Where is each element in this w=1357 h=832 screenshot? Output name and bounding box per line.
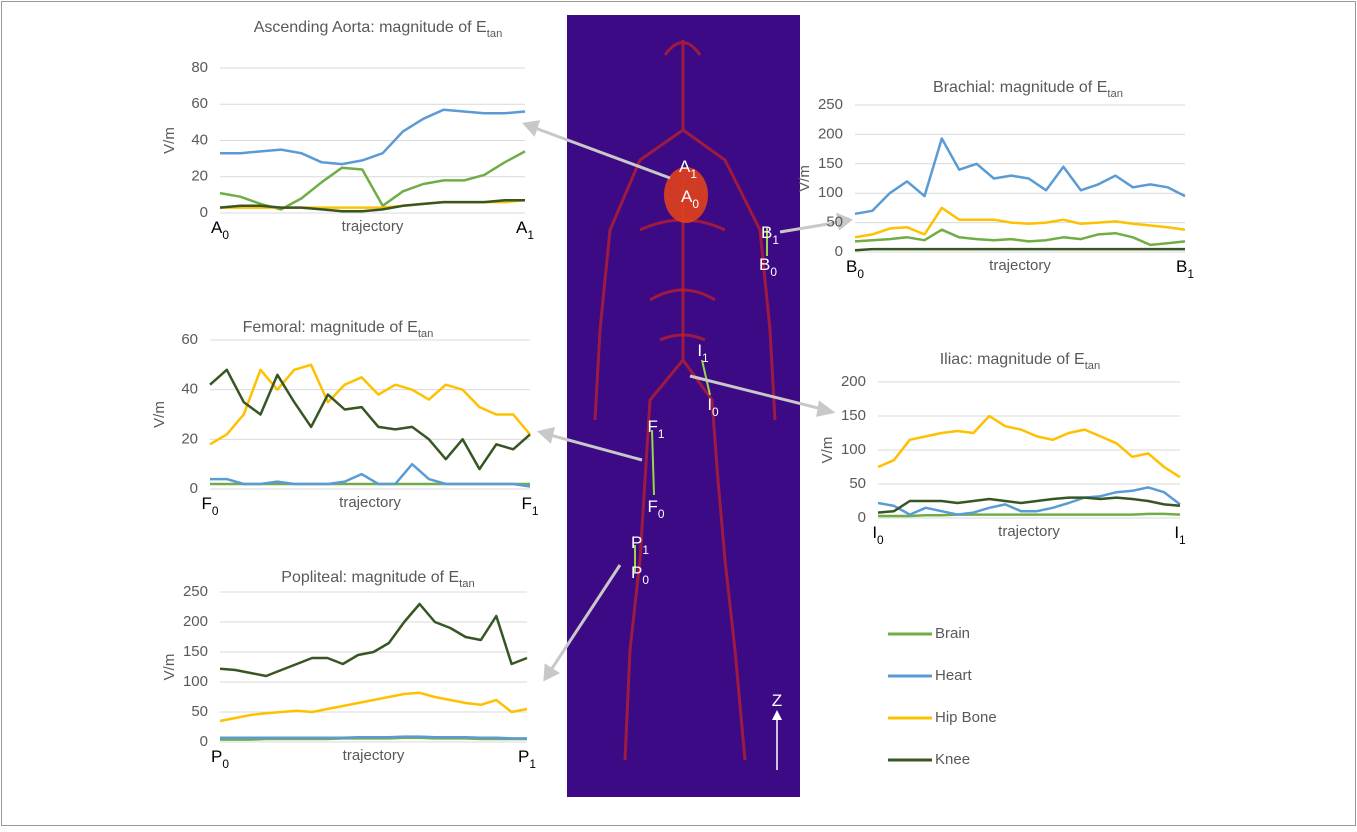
y-tick-label: 200 [818,125,843,142]
chart-title-main: Brachial: magnitude of E [933,79,1107,96]
x-end-label-main: A [516,218,528,237]
x-axis-label: trajectory [339,494,401,511]
chart-title-sub: tan [1085,360,1101,372]
y-tick-label: 80 [191,59,208,76]
chart-title-sub: tan [459,578,475,590]
x-end-label-main: B [846,257,857,276]
y-tick-label: 20 [181,430,198,447]
y-axis-label: V/m [161,127,178,154]
x-end-label-main: A [211,218,223,237]
y-tick-label: 100 [841,441,866,458]
image-label-main: A [681,187,693,206]
y-axis-label: V/m [819,437,836,464]
image-label-sub: 0 [712,405,719,419]
y-tick-label: 250 [818,96,843,113]
series-line [878,514,1180,516]
x-end-label-main: P [518,747,529,766]
x-end-label-sub: 1 [1179,533,1186,547]
chart-title-main: Iliac: magnitude of E [940,351,1085,368]
x-end-label-sub: 0 [857,267,864,281]
y-tick-label: 50 [849,475,866,492]
image-label-main: P [631,533,642,552]
image-label-sub: 0 [658,507,665,521]
x-end-label-main: B [1176,257,1187,276]
body-image [567,15,800,797]
y-axis-label: V/m [796,165,813,192]
image-label-main: F [647,497,657,516]
x-end-label-sub: 0 [222,757,229,771]
x-end-label-sub: 0 [222,228,229,242]
y-tick-label: 200 [183,613,208,630]
chart-title-main: Ascending Aorta: magnitude of E [254,19,487,36]
image-label-sub: 0 [642,573,649,587]
y-tick-label: 150 [183,643,208,660]
legend-label: Brain [935,625,970,642]
image-label-sub: 1 [702,351,709,365]
y-tick-label: 50 [826,214,843,231]
image-label-sub: 1 [690,167,697,181]
y-tick-label: 60 [181,331,198,348]
y-tick-label: 40 [181,381,198,398]
x-end-label-sub: 1 [527,228,534,242]
x-end-label-sub: 1 [1187,267,1194,281]
x-axis-label: trajectory [989,257,1051,274]
x-axis-label: trajectory [998,523,1060,540]
x-end-label-sub: 1 [532,504,539,518]
y-tick-label: 0 [200,733,208,750]
y-tick-label: 60 [191,95,208,112]
image-label-main: Z [772,691,782,710]
x-end-label-main: F [201,494,211,513]
image-label-sub: 1 [642,543,649,557]
legend-label: Knee [935,751,970,768]
series-line [855,249,1185,250]
image-label-sub: 0 [770,265,777,279]
y-tick-label: 50 [191,703,208,720]
figure: A1A0B1B0I1I0F1F0P1P0Z 020406080Ascending… [0,0,1357,827]
image-label-sub: 0 [692,197,699,211]
legend-label: Hip Bone [935,709,997,726]
image-label-main: A [679,157,691,176]
y-axis-label: V/m [161,654,178,681]
y-tick-label: 0 [190,480,198,497]
x-end-label-main: F [521,494,531,513]
x-axis-label: trajectory [342,218,404,235]
y-tick-label: 150 [841,407,866,424]
image-label-main: F [647,417,657,436]
x-end-label-sub: 1 [529,757,536,771]
x-end-label-sub: 0 [212,504,219,518]
y-tick-label: 250 [183,583,208,600]
chart-title-main: Femoral: magnitude of E [243,319,418,336]
image-label-main: P [631,563,642,582]
y-tick-label: 0 [858,509,866,526]
image-label-sub: 1 [772,233,779,247]
x-end-label-sub: 0 [877,533,884,547]
x-end-label-main: P [211,747,222,766]
y-tick-label: 0 [200,204,208,221]
chart-title-sub: tan [1107,88,1123,100]
y-axis-label: V/m [151,401,168,428]
y-tick-label: 200 [841,373,866,390]
series-line [220,737,527,739]
chart-title-sub: tan [418,328,434,340]
y-tick-label: 0 [835,243,843,260]
legend-label: Heart [935,667,973,684]
image-label-sub: 1 [658,427,665,441]
y-tick-label: 40 [191,131,208,148]
y-tick-label: 100 [183,673,208,690]
image-label-main: B [761,223,772,242]
chart-title-main: Popliteal: magnitude of E [281,569,459,586]
y-tick-label: 150 [818,155,843,172]
image-label-main: B [759,255,770,274]
x-axis-label: trajectory [343,747,405,764]
image-label: Z [772,691,782,710]
chart-title-sub: tan [487,28,503,40]
y-tick-label: 20 [191,168,208,185]
y-tick-label: 100 [818,184,843,201]
